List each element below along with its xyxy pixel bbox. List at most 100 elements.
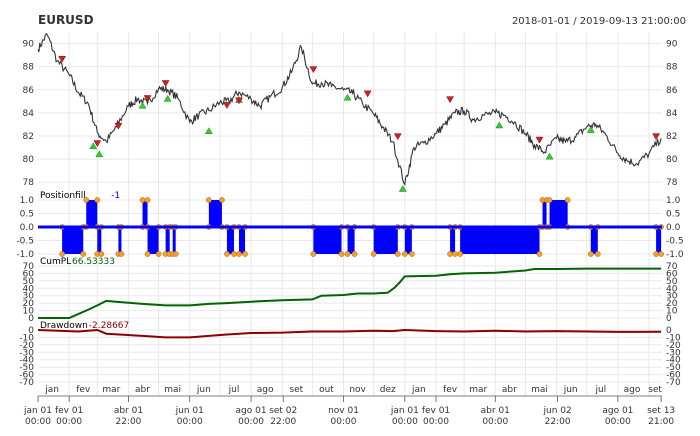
price-y-tick-label-right: 86 — [666, 86, 678, 96]
position-fill-segment — [450, 227, 456, 254]
position-change-marker — [351, 251, 358, 257]
position-change-marker — [409, 251, 415, 257]
position-fill-segment — [97, 227, 102, 254]
buy-signal-marker — [398, 185, 407, 192]
position-fill-segment — [404, 227, 412, 254]
x-time-tick-label: 00:00 — [25, 417, 51, 427]
buy-signal-marker — [495, 121, 504, 129]
position-change-marker — [344, 251, 351, 257]
position-fill-segment — [542, 200, 547, 227]
price-y-tick-label-right: 90 — [666, 40, 678, 50]
position-fill-segment — [208, 200, 222, 227]
position-y-tick-label-left: -1.0 — [16, 250, 34, 260]
x-month-label: abr — [135, 385, 150, 395]
position-change-marker — [401, 251, 408, 257]
price-y-tick-label-right: 82 — [666, 132, 677, 142]
position-change-marker — [83, 197, 90, 203]
positionfill-label: Positionfill — [40, 191, 86, 201]
buy-signal-marker — [95, 150, 104, 158]
position-fill-segment — [373, 227, 398, 254]
position-change-marker — [394, 251, 401, 257]
price-y-tick-label-right: 88 — [666, 63, 678, 73]
price-y-tick-label-left: 90 — [23, 40, 35, 50]
position-fill-segment — [62, 227, 84, 254]
drawdown-y-tick-label-right: -10 — [666, 333, 681, 343]
position-change-marker — [98, 251, 105, 257]
position-fill-segment — [226, 227, 234, 254]
position-y-tick-label-right: 0.0 — [666, 223, 681, 233]
position-fill-segment — [165, 227, 170, 254]
sell-signal-marker — [223, 102, 231, 109]
x-month-label: jun — [563, 385, 578, 395]
position-change-marker — [206, 197, 212, 203]
drawdown-y-tick-label-left: 0 — [28, 326, 34, 336]
cumpl-y-tick-label-left: 50 — [23, 277, 35, 287]
price-y-tick-label-right: 78 — [666, 178, 678, 188]
position-change-marker — [536, 251, 543, 257]
position-change-marker — [172, 251, 179, 257]
x-date-tick-label: jun 02 — [542, 406, 571, 416]
x-month-label: ago — [624, 385, 641, 395]
cumpl-y-tick-label-right: 0 — [666, 314, 672, 324]
price-y-tick-label-right: 80 — [666, 155, 678, 165]
x-time-tick-label: 00:00 — [482, 417, 508, 427]
x-month-label: abr — [502, 385, 517, 395]
position-change-marker — [94, 197, 101, 203]
x-month-label: fev — [443, 385, 458, 395]
position-change-marker — [338, 251, 345, 257]
cumpl-label: CumPL — [40, 257, 71, 267]
chart-title: EURUSD — [38, 13, 94, 27]
buy-signal-marker — [138, 101, 147, 109]
buy-signal-marker — [545, 152, 554, 160]
position-fill-segment — [147, 227, 159, 254]
drawdown-y-tick-label-left: -70 — [19, 378, 34, 388]
x-month-label: nov — [349, 385, 366, 395]
buy-signal-marker — [204, 127, 213, 135]
position-y-tick-label-right: 1.0 — [666, 196, 681, 206]
positionfill-last-value: -1 — [111, 191, 120, 201]
x-date-tick-label: abr 01 — [481, 406, 510, 416]
cumpl-y-tick-label-left: 40 — [23, 284, 35, 294]
x-date-tick-label: set 13 — [647, 406, 675, 416]
x-month-label: jan — [411, 385, 426, 395]
x-time-tick-label: 22:00 — [270, 417, 296, 427]
position-y-tick-label-left: 0.5 — [20, 210, 34, 220]
drawdown-y-tick-label-right: -20 — [666, 341, 681, 351]
position-change-marker — [144, 251, 151, 257]
x-month-label: jan — [44, 385, 59, 395]
grid-layer — [38, 32, 662, 396]
position-change-marker — [224, 251, 230, 257]
drawdown-y-tick-label-left: -50 — [19, 363, 34, 373]
cumpl-y-tick-label-left: 70 — [23, 262, 35, 272]
position-fill-segment — [656, 227, 662, 254]
x-month-label: ago — [257, 385, 274, 395]
sell-signal-marker — [309, 66, 318, 74]
buy-signal-marker — [163, 94, 172, 102]
position-change-marker — [80, 251, 87, 257]
drawdown-last-value: -2.28667 — [89, 321, 129, 331]
cumpl-series-line — [38, 267, 662, 319]
date-range-label: 2018-01-01 / 2019-09-13 21:00:00 — [512, 16, 686, 27]
sell-signal-marker — [363, 90, 372, 98]
price-y-tick-label-left: 82 — [23, 132, 34, 142]
x-date-tick-label: jun 01 — [175, 406, 204, 416]
sell-signal-marker — [114, 122, 123, 130]
x-time-tick-label: 22:00 — [545, 417, 571, 427]
drawdown-y-tick-label-right: -40 — [666, 356, 681, 366]
sell-signal-marker — [58, 55, 67, 63]
x-month-label: mai — [531, 385, 548, 395]
position-change-marker — [587, 251, 594, 257]
x-time-tick-label: 00:00 — [423, 417, 449, 427]
x-month-label: out — [319, 385, 334, 395]
position-fill-segment — [118, 227, 122, 254]
x-date-tick-label: fev 01 — [55, 406, 83, 416]
position-change-marker — [219, 197, 225, 203]
panels-layer — [37, 33, 664, 339]
x-time-tick-label: 00:00 — [177, 417, 203, 427]
x-time-tick-label: 00:00 — [56, 417, 82, 427]
cumpl-y-tick-label-left: 60 — [23, 269, 35, 279]
price-y-tick-label-left: 78 — [23, 178, 35, 188]
position-change-marker — [594, 251, 601, 257]
